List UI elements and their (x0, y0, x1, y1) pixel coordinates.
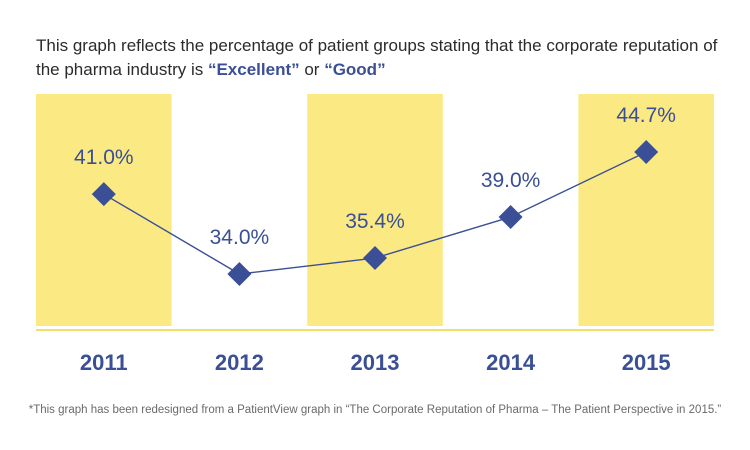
data-point-2015 (634, 140, 659, 164)
band-2011 (36, 94, 172, 326)
title-text: This graph reflects the percentage of pa… (36, 36, 718, 79)
footnote: *This graph has been redesigned from a P… (28, 404, 722, 416)
data-label-2011: 41.0% (74, 146, 134, 169)
data-point-2014 (498, 204, 523, 229)
tick-label-2015: 2015 (622, 350, 671, 375)
data-label-2014: 39.0% (481, 169, 541, 192)
tick-label-2012: 2012 (215, 350, 264, 375)
band-2015 (578, 94, 714, 326)
title-good: “Good” (324, 60, 386, 79)
band-2013 (307, 94, 443, 326)
chart-title: This graph reflects the percentage of pa… (36, 34, 726, 82)
tick-label-2011: 2011 (80, 350, 128, 375)
data-point-2011 (91, 182, 116, 207)
data-label-2013: 35.4% (345, 210, 405, 233)
tick-label-2013: 2013 (351, 350, 400, 375)
data-label-2015: 44.7% (616, 104, 676, 127)
data-label-2012: 34.0% (210, 226, 270, 249)
tick-label-2014: 2014 (486, 350, 536, 375)
data-point-2012 (227, 262, 252, 286)
title-or: or (299, 60, 325, 79)
data-point-2013 (363, 246, 387, 271)
title-excellent: “Excellent” (207, 60, 300, 79)
